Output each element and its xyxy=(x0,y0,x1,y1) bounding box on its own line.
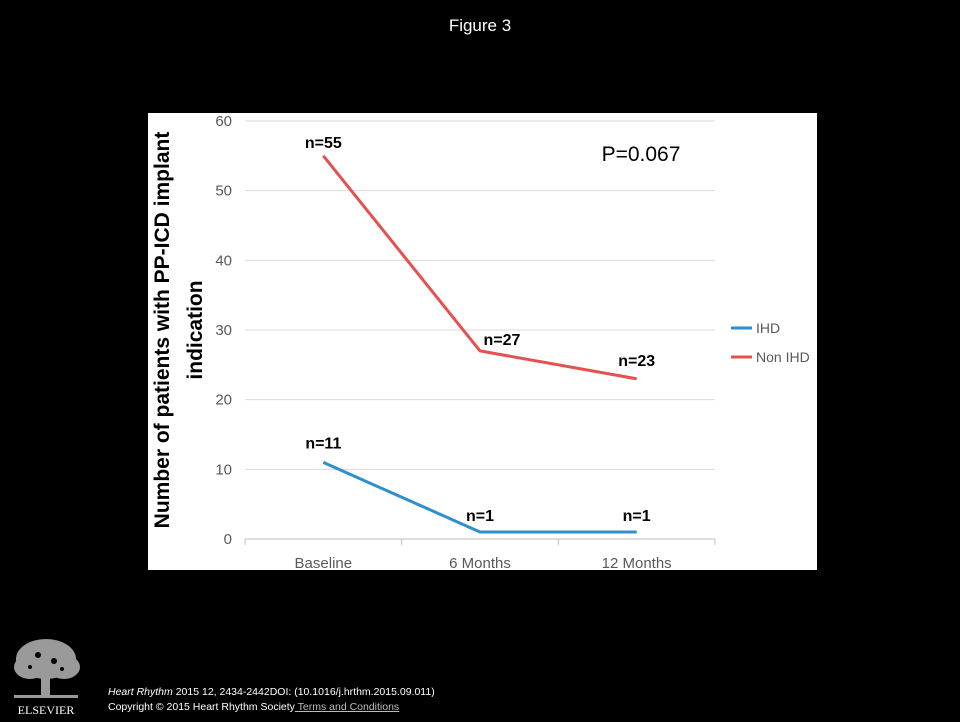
journal-name: Heart Rhythm xyxy=(108,686,173,698)
citation-block: Heart Rhythm 2015 12, 2434-2442DOI: (10.… xyxy=(108,685,435,715)
y-tick-label: 10 xyxy=(215,461,232,478)
data-label: n=1 xyxy=(466,508,494,525)
y-tick-label: 40 xyxy=(215,252,232,269)
elsevier-logo: ELSEVIER xyxy=(8,637,84,722)
x-tick-label: Baseline xyxy=(295,555,353,570)
legend-label: Non IHD xyxy=(756,349,810,365)
p-value-annotation: P=0.067 xyxy=(602,143,681,166)
copyright-text: Copyright © 2015 Heart Rhythm Society xyxy=(108,701,295,713)
copyright-line: Copyright © 2015 Heart Rhythm Society Te… xyxy=(108,700,435,715)
data-label: n=27 xyxy=(484,332,521,349)
data-label: n=55 xyxy=(305,135,342,152)
chart-panel: 0 10 20 30 40 50 60 Baseline 6 Months 12 Months Nu… xyxy=(148,113,817,570)
data-label: n=1 xyxy=(623,508,651,525)
series-line xyxy=(323,156,636,379)
y-tick-label: 20 xyxy=(215,392,232,409)
terms-link[interactable]: Terms and Conditions xyxy=(295,701,399,713)
elsevier-wordmark: ELSEVIER xyxy=(18,703,75,717)
tree-icon: ELSEVIER xyxy=(8,637,84,717)
figure-title: Figure 3 xyxy=(0,16,960,36)
legend-label: IHD xyxy=(756,320,780,336)
line-chart: 0 10 20 30 40 50 60 Baseline 6 Months 12 Months Nu… xyxy=(148,113,817,570)
y-tick-label: 60 xyxy=(215,113,232,130)
x-tick-label: 12 Months xyxy=(602,555,672,570)
data-label: n=11 xyxy=(305,435,341,452)
data-label: n=23 xyxy=(618,353,655,370)
citation-details: 2015 12, 2434-2442DOI: (10.1016/j.hrthm.… xyxy=(173,686,435,698)
x-tick-label: 6 Months xyxy=(449,555,511,570)
citation-line: Heart Rhythm 2015 12, 2434-2442DOI: (10.… xyxy=(108,685,435,700)
y-tick-label: 30 xyxy=(215,322,232,339)
y-axis-title-line: indication xyxy=(184,280,207,379)
y-tick-label: 50 xyxy=(215,183,232,200)
y-axis-title-line: Number of patients with PP-ICD implant xyxy=(151,132,174,529)
y-tick-label: 0 xyxy=(224,531,232,548)
